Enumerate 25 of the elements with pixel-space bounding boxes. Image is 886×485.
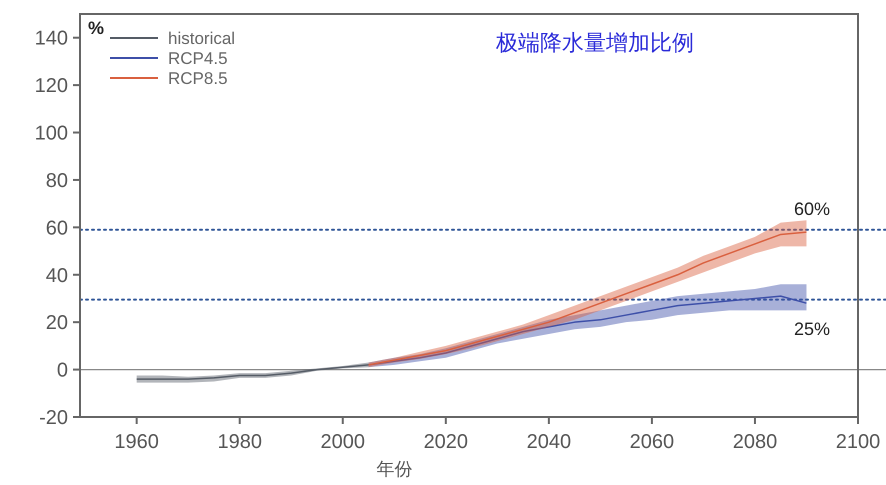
x-tick-label: 2060	[630, 431, 674, 453]
y-tick-label: 60	[46, 217, 68, 240]
y-axis-title: %	[88, 18, 104, 38]
y-tick-label: 0	[56, 360, 68, 382]
x-tick-label: 1980	[217, 431, 262, 453]
y-tick-label: 100	[34, 122, 68, 145]
x-tick-label: 2100	[836, 431, 880, 453]
x-tick-label: 2020	[424, 431, 468, 453]
legend-label: RCP4.5	[168, 49, 228, 68]
x-axis-title: 年份	[376, 459, 412, 479]
x-tick-label: 2000	[320, 431, 366, 453]
annotation: 60%	[794, 199, 830, 219]
y-tick-label: 20	[46, 312, 68, 334]
y-tick-label: 80	[46, 170, 68, 192]
x-tick-label: 2080	[732, 431, 778, 453]
legend-label: historical	[168, 29, 236, 48]
annotation: 25%	[794, 319, 830, 339]
y-tick-label: 40	[46, 264, 68, 287]
text: 极端降水量增加比例	[495, 30, 694, 55]
x-tick-label: 2040	[526, 431, 572, 453]
legend-label: RCP8.5	[168, 69, 228, 88]
y-tick-label: 120	[34, 75, 68, 98]
y-tick-label: -20	[39, 407, 68, 429]
x-tick-label: 1960	[114, 431, 159, 453]
y-tick-label: 140	[34, 28, 68, 50]
